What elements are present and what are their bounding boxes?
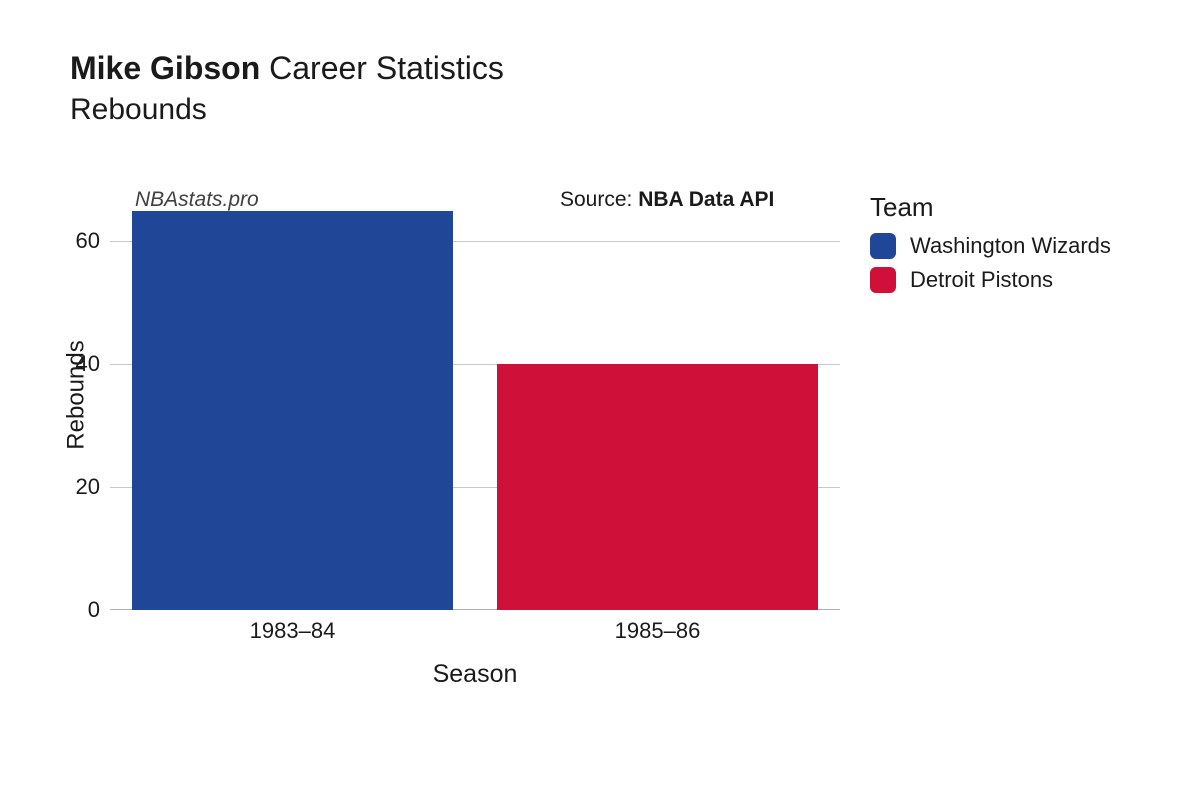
title-suffix: Career Statistics — [269, 50, 504, 86]
plot-area — [110, 180, 840, 610]
legend: Team Washington Wizards Detroit Pistons — [870, 192, 1111, 301]
legend-swatch — [870, 267, 896, 293]
chart-title-block: Mike Gibson Career Statistics Rebounds — [70, 50, 504, 127]
bar — [132, 211, 453, 610]
x-tick-label: 1985–86 — [615, 618, 701, 644]
x-tick-label: 1983–84 — [250, 618, 336, 644]
legend-swatch — [870, 233, 896, 259]
chart-subtitle: Rebounds — [70, 93, 504, 127]
legend-label: Washington Wizards — [910, 233, 1111, 259]
legend-title: Team — [870, 192, 1111, 223]
legend-item: Detroit Pistons — [870, 267, 1111, 293]
y-tick-label: 40 — [40, 351, 100, 377]
x-axis-label: Season — [110, 660, 840, 689]
bar — [497, 364, 818, 610]
y-tick-label: 0 — [40, 597, 100, 623]
chart-container: Mike Gibson Career Statistics Rebounds N… — [0, 0, 1200, 800]
y-tick-label: 60 — [40, 228, 100, 254]
player-name: Mike Gibson — [70, 50, 260, 86]
y-tick-label: 20 — [40, 474, 100, 500]
legend-item: Washington Wizards — [870, 233, 1111, 259]
legend-label: Detroit Pistons — [910, 267, 1053, 293]
chart-title: Mike Gibson Career Statistics — [70, 50, 504, 87]
legend-items: Washington Wizards Detroit Pistons — [870, 233, 1111, 293]
